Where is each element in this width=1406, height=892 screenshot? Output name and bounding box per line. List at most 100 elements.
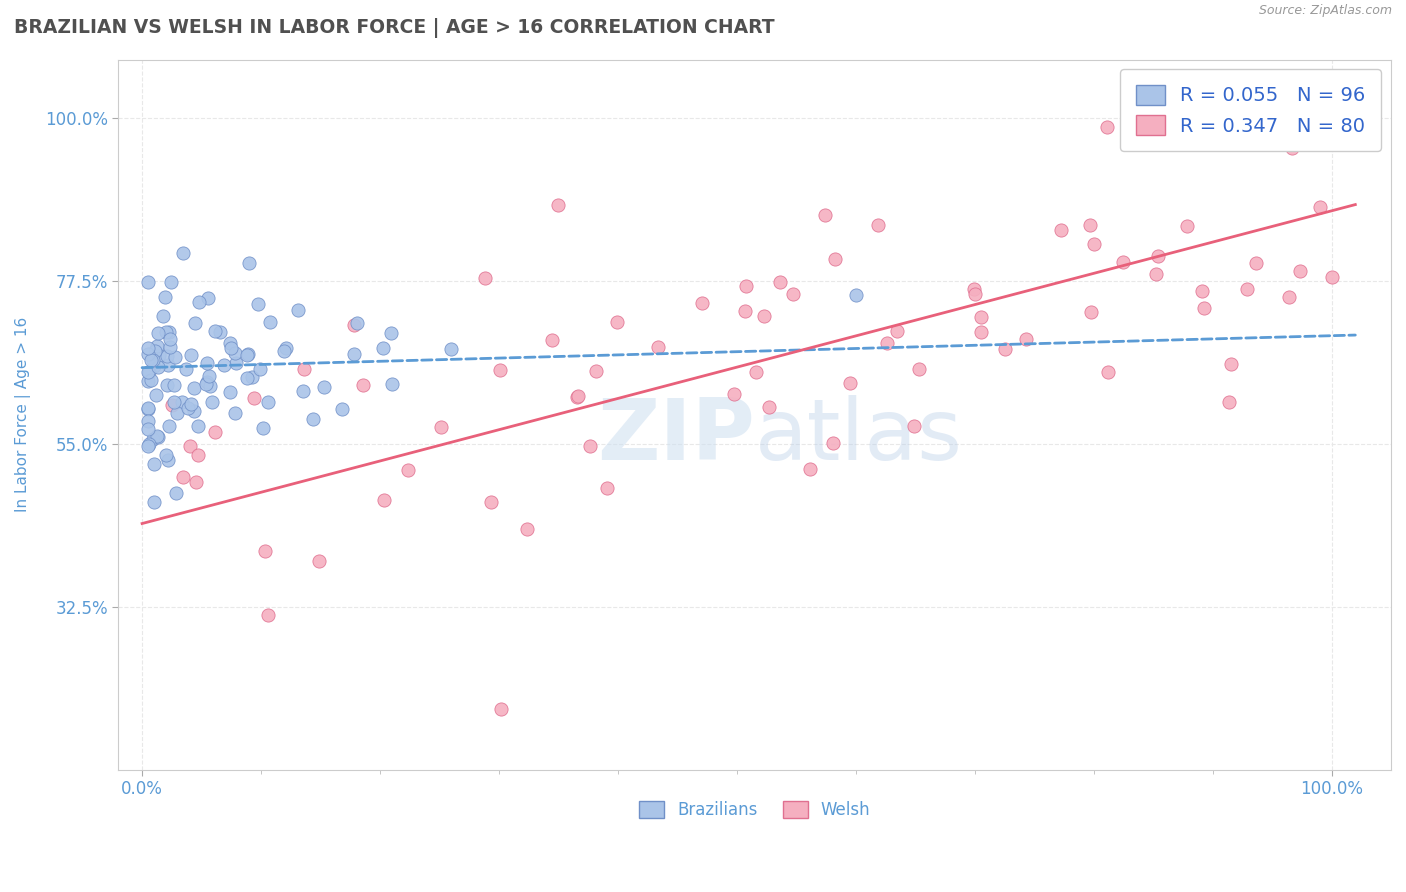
Point xyxy=(1265,122,1288,136)
Point xyxy=(143,457,166,471)
Point xyxy=(160,398,183,412)
Point xyxy=(970,325,993,339)
Point xyxy=(1236,282,1258,296)
Point xyxy=(257,395,280,409)
Point xyxy=(249,362,271,376)
Point xyxy=(156,349,179,363)
Point xyxy=(302,411,325,425)
Point xyxy=(1278,290,1301,304)
Point xyxy=(1218,394,1240,409)
Point xyxy=(745,365,768,379)
Point xyxy=(183,382,205,396)
Point xyxy=(172,470,194,484)
Text: ZIP: ZIP xyxy=(598,394,755,477)
Point xyxy=(481,495,503,509)
Point xyxy=(138,365,160,379)
Point xyxy=(380,326,402,340)
Point xyxy=(1078,219,1101,233)
Point xyxy=(142,352,165,367)
Point xyxy=(152,309,174,323)
Point xyxy=(148,348,170,362)
Point xyxy=(253,544,276,558)
Point xyxy=(346,316,368,330)
Point xyxy=(1164,111,1187,125)
Point xyxy=(236,347,259,361)
Point xyxy=(1097,365,1119,379)
Point xyxy=(187,449,209,463)
Point xyxy=(782,287,804,301)
Point xyxy=(969,310,991,324)
Point xyxy=(606,315,628,329)
Point xyxy=(1015,332,1038,346)
Point xyxy=(963,287,986,301)
Point xyxy=(219,341,242,355)
Point xyxy=(139,352,162,367)
Point xyxy=(994,342,1017,356)
Point xyxy=(1220,357,1243,371)
Point xyxy=(1288,263,1310,277)
Point xyxy=(246,297,269,311)
Point xyxy=(541,333,564,347)
Point xyxy=(219,384,242,399)
Point xyxy=(136,347,159,361)
Point xyxy=(488,363,510,377)
Point xyxy=(868,218,890,232)
Point xyxy=(163,394,186,409)
Point xyxy=(166,406,188,420)
Point xyxy=(1250,111,1272,125)
Point xyxy=(1095,120,1118,134)
Point xyxy=(1191,284,1213,298)
Point xyxy=(371,342,394,356)
Point xyxy=(259,315,281,329)
Point xyxy=(136,439,159,453)
Point xyxy=(381,376,404,391)
Point xyxy=(287,302,309,317)
Point xyxy=(343,346,366,360)
Point xyxy=(162,377,184,392)
Point xyxy=(516,522,538,536)
Point xyxy=(218,335,240,350)
Point xyxy=(163,350,186,364)
Point xyxy=(143,495,166,509)
Point xyxy=(754,310,776,324)
Point xyxy=(224,346,246,360)
Point xyxy=(236,347,259,361)
Point xyxy=(136,401,159,416)
Point xyxy=(186,475,208,490)
Point xyxy=(204,425,226,440)
Point xyxy=(198,368,221,383)
Point xyxy=(238,256,260,270)
Point xyxy=(908,362,931,376)
Point xyxy=(647,339,669,353)
Point xyxy=(252,421,274,435)
Point xyxy=(1246,256,1268,270)
Point xyxy=(177,401,200,415)
Point xyxy=(195,375,218,389)
Point xyxy=(1111,255,1133,269)
Point xyxy=(1175,219,1198,233)
Point xyxy=(373,493,395,508)
Point xyxy=(257,607,280,622)
Point xyxy=(690,295,713,310)
Point xyxy=(440,342,463,356)
Point xyxy=(201,394,224,409)
Point xyxy=(1080,305,1102,319)
Point xyxy=(579,439,602,453)
Point xyxy=(903,419,925,434)
Point xyxy=(734,303,756,318)
Point xyxy=(585,364,607,378)
Point xyxy=(330,401,353,416)
Point xyxy=(156,378,179,392)
Point xyxy=(136,414,159,428)
Point xyxy=(1083,236,1105,251)
Point xyxy=(734,279,756,293)
Point xyxy=(243,391,266,405)
Point xyxy=(145,388,167,402)
Point xyxy=(195,377,218,392)
Point xyxy=(146,359,169,374)
Point xyxy=(180,397,202,411)
Point xyxy=(1281,141,1303,155)
Point xyxy=(143,359,166,373)
Point xyxy=(474,271,496,285)
Point xyxy=(146,326,169,341)
